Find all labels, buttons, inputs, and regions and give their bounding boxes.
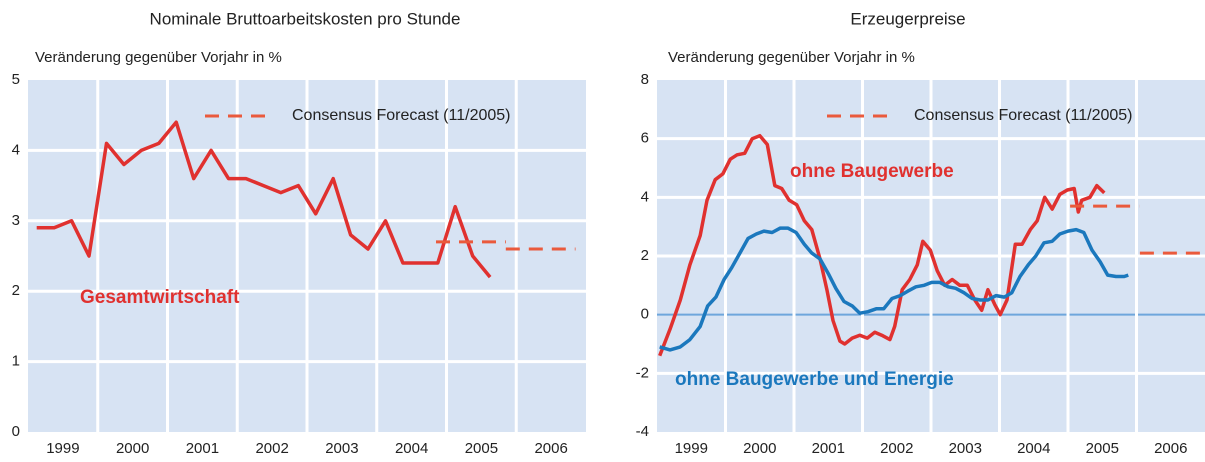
chart: Nominale Bruttoarbeitskosten pro Stunde V… (12, 9, 586, 457)
y-tick-label: 3 (12, 212, 20, 229)
x-tick-label: 2006 (1154, 440, 1187, 457)
legend-label: Consensus Forecast (11/2005) (292, 107, 510, 124)
axis-subtitle: Veränderung gegenüber Vorjahr in % (668, 49, 915, 66)
series-label: Gesamtwirtschaft (80, 287, 240, 308)
x-tick-label: 2004 (395, 440, 428, 457)
x-tick-label: 2002 (880, 440, 913, 457)
x-tick-label: 2006 (534, 440, 567, 457)
x-tick-label: 2003 (949, 440, 982, 457)
y-tick-label: 5 (12, 71, 20, 88)
series-label: ohne Baugewerbe (790, 161, 954, 182)
series-line (659, 226, 1129, 352)
y-tick-label: 0 (641, 306, 649, 323)
y-tick-label: 4 (12, 141, 20, 158)
x-tick-label: 2005 (465, 440, 498, 457)
series-line (36, 120, 492, 279)
y-tick-label: 2 (641, 247, 649, 264)
x-tick-label: 2000 (743, 440, 776, 457)
y-tick-label: 2 (12, 282, 20, 299)
axis-subtitle: Veränderung gegenüber Vorjahr in % (35, 49, 282, 66)
x-tick-label: 1999 (675, 440, 708, 457)
y-tick-label: 6 (641, 130, 649, 147)
chart-title: Erzeugerpreise (850, 9, 965, 28)
y-tick-label: 1 (12, 353, 20, 370)
x-tick-label: 2005 (1086, 440, 1119, 457)
y-tick-label: -2 (636, 364, 649, 381)
x-tick-label: 2001 (186, 440, 219, 457)
x-tick-label: 2001 (812, 440, 845, 457)
x-tick-label: 2002 (255, 440, 288, 457)
forecast-line (436, 240, 576, 251)
y-tick-label: -4 (636, 423, 649, 440)
y-tick-label: 0 (12, 423, 20, 440)
series-label: ohne Baugewerbe und Energie (675, 369, 954, 390)
y-tick-label: 4 (641, 188, 649, 205)
chart-title: Nominale Bruttoarbeitskosten pro Stunde (150, 9, 461, 28)
y-tick-label: 8 (641, 71, 649, 88)
legend-label: Consensus Forecast (11/2005) (914, 107, 1132, 124)
x-tick-label: 1999 (46, 440, 79, 457)
forecast-line (1070, 204, 1205, 255)
x-tick-label: 2003 (325, 440, 358, 457)
chart: Erzeugerpreise Veränderung gegenüber Vorj… (636, 9, 1205, 457)
series-line (658, 133, 1106, 357)
x-tick-label: 2000 (116, 440, 149, 457)
x-tick-label: 2004 (1017, 440, 1050, 457)
